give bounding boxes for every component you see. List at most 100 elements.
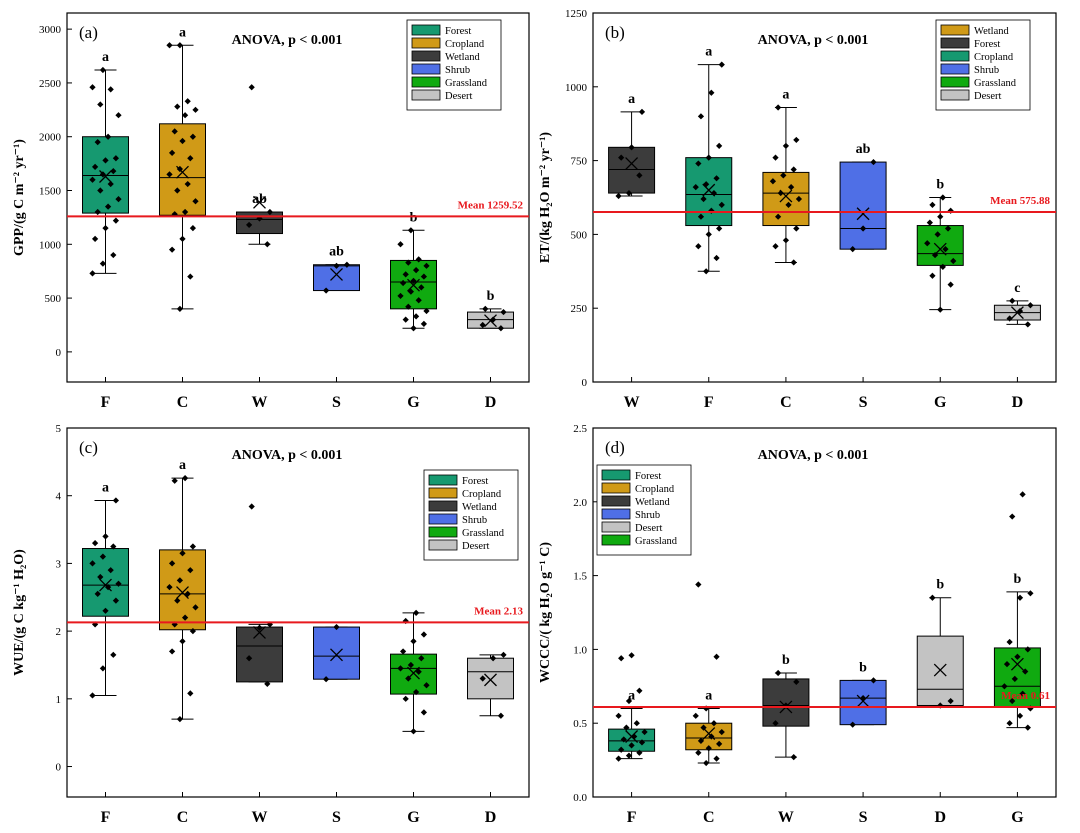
x-tick-label: C xyxy=(703,809,715,826)
box-W xyxy=(236,503,283,688)
data-point xyxy=(1024,724,1031,731)
box-S: b xyxy=(839,660,887,728)
legend-swatch xyxy=(940,89,970,101)
data-point xyxy=(97,187,104,194)
significance-letter: b xyxy=(410,210,418,225)
data-point xyxy=(192,604,199,611)
legend: Wetland Forest Cropland Shrub Grassland Deser… xyxy=(935,19,1031,111)
data-point xyxy=(99,171,107,178)
box-G: b xyxy=(390,210,437,332)
data-point xyxy=(89,270,96,277)
y-tick-label: 1250 xyxy=(565,8,588,20)
data-point xyxy=(423,262,430,269)
data-point xyxy=(102,533,109,540)
legend-label: Desert xyxy=(462,541,489,552)
data-point xyxy=(189,543,197,550)
legend-swatch xyxy=(428,474,458,486)
data-point xyxy=(168,648,176,655)
box-F: a xyxy=(82,50,129,277)
x-tick-label: G xyxy=(407,809,420,826)
plot-frame xyxy=(592,12,1057,383)
data-point xyxy=(181,474,189,482)
data-point xyxy=(112,497,120,504)
data-point xyxy=(420,320,428,328)
data-point xyxy=(500,308,507,316)
significance-letter: b xyxy=(859,660,867,675)
data-point xyxy=(415,297,422,304)
y-tick-label: 4 xyxy=(56,491,62,503)
data-point xyxy=(772,243,779,250)
box-body xyxy=(236,211,283,235)
data-point xyxy=(189,133,197,140)
plot-frame xyxy=(66,427,530,798)
box-body xyxy=(159,549,206,631)
data-point xyxy=(870,677,877,684)
data-point xyxy=(931,251,939,259)
y-tick-label: 1.0 xyxy=(573,644,587,656)
y-tick-label: 500 xyxy=(45,293,62,305)
mean-marker xyxy=(484,314,497,328)
x-tick-label: D xyxy=(485,809,497,826)
data-point xyxy=(1014,653,1021,660)
legend-label: Shrub xyxy=(445,65,470,76)
legend-label: Cropland xyxy=(445,39,485,50)
data-point xyxy=(192,198,199,205)
box-body xyxy=(839,679,887,726)
data-point xyxy=(1006,720,1013,727)
data-point xyxy=(91,539,99,547)
panel-1: 0 500 1000 1500 2000 2500 3000 GPP/(g C m⁻² yr⁻… xyxy=(12,12,530,411)
data-point xyxy=(950,257,957,265)
legend-swatch xyxy=(940,63,970,75)
mean-marker xyxy=(484,673,497,687)
data-point xyxy=(104,203,112,210)
data-point xyxy=(187,690,194,697)
data-point xyxy=(793,136,800,144)
y-tick-label: 2.5 xyxy=(573,423,587,435)
legend: Forest Cropland Wetland Shrub Desert Grasslan… xyxy=(596,464,692,556)
box-body xyxy=(839,161,887,250)
data-point xyxy=(615,712,622,719)
data-point xyxy=(615,192,622,200)
data-point xyxy=(703,759,710,767)
y-tick-label: 2.0 xyxy=(573,497,587,509)
significance-letter: ab xyxy=(856,142,871,157)
legend-label: Forest xyxy=(635,471,661,482)
data-point xyxy=(343,261,351,268)
data-point xyxy=(1024,321,1031,328)
legend-label: Wetland xyxy=(445,52,480,63)
legend-label: Shrub xyxy=(462,515,487,526)
data-point xyxy=(333,262,340,269)
data-point xyxy=(497,325,505,332)
data-point xyxy=(189,225,197,232)
data-point xyxy=(407,288,415,295)
data-point xyxy=(947,281,954,288)
data-point xyxy=(1019,491,1026,498)
data-point xyxy=(695,581,702,588)
significance-letter: a xyxy=(705,45,712,60)
x-tick-label: S xyxy=(332,809,341,826)
legend-label: Forest xyxy=(974,39,1000,50)
legend-swatch xyxy=(940,37,970,49)
data-point xyxy=(97,573,104,581)
legend-label: Forest xyxy=(445,26,471,37)
data-point xyxy=(399,648,407,655)
data-point xyxy=(410,638,417,645)
data-point xyxy=(718,728,725,736)
legend-label: Wetland xyxy=(974,26,1009,37)
box-S: ab xyxy=(313,245,360,294)
y-axis-label: WCCC/( kg H₂O g⁻¹ C) xyxy=(538,542,553,683)
legend: Forest Cropland Wetland Shrub Grassland Deser… xyxy=(423,469,519,561)
data-point xyxy=(1027,590,1034,597)
data-point xyxy=(181,614,189,621)
legend-swatch xyxy=(428,487,458,499)
data-point xyxy=(700,724,707,731)
mean-marker xyxy=(625,157,639,171)
data-point xyxy=(184,180,191,188)
x-tick-label: D xyxy=(485,394,497,411)
significance-letter: a xyxy=(102,50,109,65)
data-point xyxy=(397,241,404,248)
data-point xyxy=(772,154,779,161)
data-point xyxy=(399,279,407,287)
data-point xyxy=(697,113,705,120)
panel-2: 0 250 500 750 1000 1250 ET/(kg H₂O m⁻² yr⁻¹) (b… xyxy=(538,8,1057,411)
